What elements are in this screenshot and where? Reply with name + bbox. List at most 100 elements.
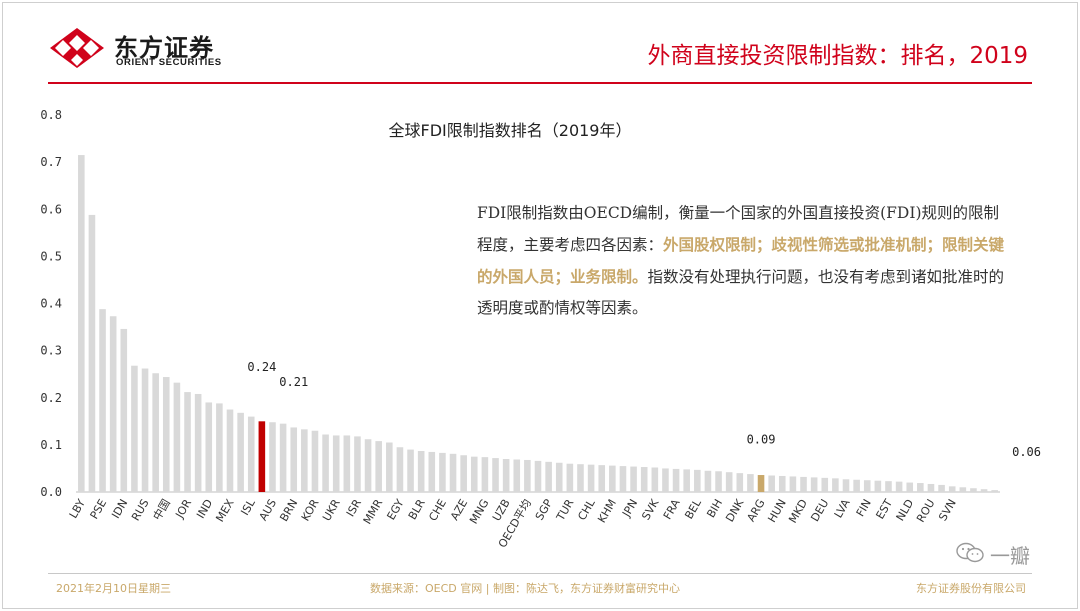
bar (715, 471, 722, 492)
bar (948, 486, 956, 492)
x-tick-label: FIN (854, 497, 874, 519)
x-tick-label: MMR (361, 497, 386, 527)
footer-source: 数据来源：OECD 官网 | 制图：陈达飞，东方证券财富研究中心 (370, 582, 680, 595)
watermark-text: 一瓣 (990, 544, 1030, 568)
bar (152, 373, 159, 492)
bar (662, 468, 669, 492)
data-label: 0.09 (747, 433, 776, 447)
y-tick-label: 0.2 (40, 391, 62, 405)
x-tick-label: RUS (129, 497, 152, 523)
bar (991, 490, 998, 492)
x-tick-label: SVK (639, 496, 662, 522)
x-tick-label: HUN (765, 497, 789, 525)
x-tick-label: ISR (344, 497, 364, 519)
bar (885, 481, 892, 492)
x-tick-label: JOR (173, 497, 195, 522)
y-tick-label: 0.6 (40, 202, 62, 216)
data-label: 0.24 (247, 360, 276, 374)
bar (842, 479, 850, 492)
bar (630, 466, 637, 492)
bar (545, 461, 552, 492)
bar (534, 460, 542, 492)
x-tick-label: KOR (299, 497, 322, 524)
data-label: 0.06 (1012, 445, 1041, 459)
y-tick-label: 0.5 (40, 249, 62, 263)
bar (322, 434, 329, 492)
x-tick-label: IND (194, 497, 215, 521)
bar (88, 214, 96, 492)
bar (290, 427, 298, 492)
bar (311, 430, 319, 492)
note-text-highlight: 外国股权限制；歧视性筛选或批准机制；限制关键的外国人员；业务限制。 (477, 235, 1005, 286)
bar (247, 416, 255, 492)
x-tick-label: PSE (88, 497, 110, 521)
bar (672, 468, 680, 492)
orient-securities-logo: 东方证券 ORIENT SECURITIES (48, 24, 258, 74)
bar (821, 477, 829, 492)
x-tick-label: NLD (894, 497, 917, 523)
bar (513, 459, 521, 492)
bar (396, 447, 404, 492)
bar (853, 479, 860, 492)
bar (78, 155, 85, 492)
bar (598, 465, 606, 492)
bar (449, 453, 457, 492)
bar (343, 435, 351, 492)
bar (417, 451, 425, 492)
x-tick-label: ISL (238, 496, 258, 517)
bar (173, 382, 181, 492)
bar (194, 393, 202, 492)
header-divider (48, 82, 1032, 84)
bar (332, 435, 340, 492)
page-title: 外商直接投资限制指数：排名，2019 (647, 43, 1028, 69)
bar (757, 475, 765, 492)
y-tick-label: 0.4 (40, 297, 62, 311)
footer-divider (48, 573, 1032, 574)
x-tick-label: TUR (553, 497, 576, 524)
bar (577, 464, 584, 492)
bar (683, 469, 690, 492)
bar (375, 441, 382, 492)
bar (205, 402, 213, 492)
bar (970, 488, 977, 492)
x-tick-label: ARG (745, 497, 768, 524)
bar (736, 473, 744, 492)
x-tick-label: UKR (320, 497, 343, 524)
bar (694, 469, 701, 492)
bar (502, 459, 510, 492)
x-tick-label: FRA (661, 497, 683, 522)
bar (959, 487, 967, 492)
x-tick-label: LVA (832, 497, 853, 521)
x-tick-label: JPN (619, 497, 640, 520)
logo-english-name: ORIENT SECURITIES (116, 57, 222, 68)
bar (364, 439, 372, 492)
bar (768, 475, 775, 492)
bar (938, 484, 945, 492)
x-tick-label: AUS (257, 497, 280, 523)
bar (269, 422, 276, 492)
bar (800, 476, 807, 492)
x-tick-label: DEU (808, 497, 831, 524)
bar (810, 477, 818, 492)
chart-annotation-note: FDI限制指数由OECD编制，衡量一个国家的外国直接投资(FDI)规则的限制程度… (477, 198, 1007, 324)
bar (492, 458, 499, 492)
x-tick-label: KHM (595, 497, 619, 525)
logo-chinese-name: 东方证券 (114, 34, 214, 62)
bar (789, 476, 797, 492)
bar (640, 467, 648, 492)
x-tick-label: BEL (682, 496, 704, 521)
x-tick-label: MKD (786, 497, 810, 525)
x-tick-label: BRN (277, 497, 300, 524)
x-tick-label: SGP (533, 497, 556, 523)
bar (301, 429, 308, 492)
x-tick-label: CHE (426, 497, 449, 523)
bar (895, 481, 903, 492)
footer-date: 2021年2月10日星期三 (56, 582, 171, 595)
note-text-part2: 指数没有处理执行问题，也没有考虑到诸如批准时的透明度或酌情权等因素。 (477, 268, 1005, 317)
bar (237, 412, 244, 492)
bar (778, 475, 786, 492)
bar (460, 455, 467, 492)
bar (609, 465, 616, 492)
bar (980, 489, 988, 492)
